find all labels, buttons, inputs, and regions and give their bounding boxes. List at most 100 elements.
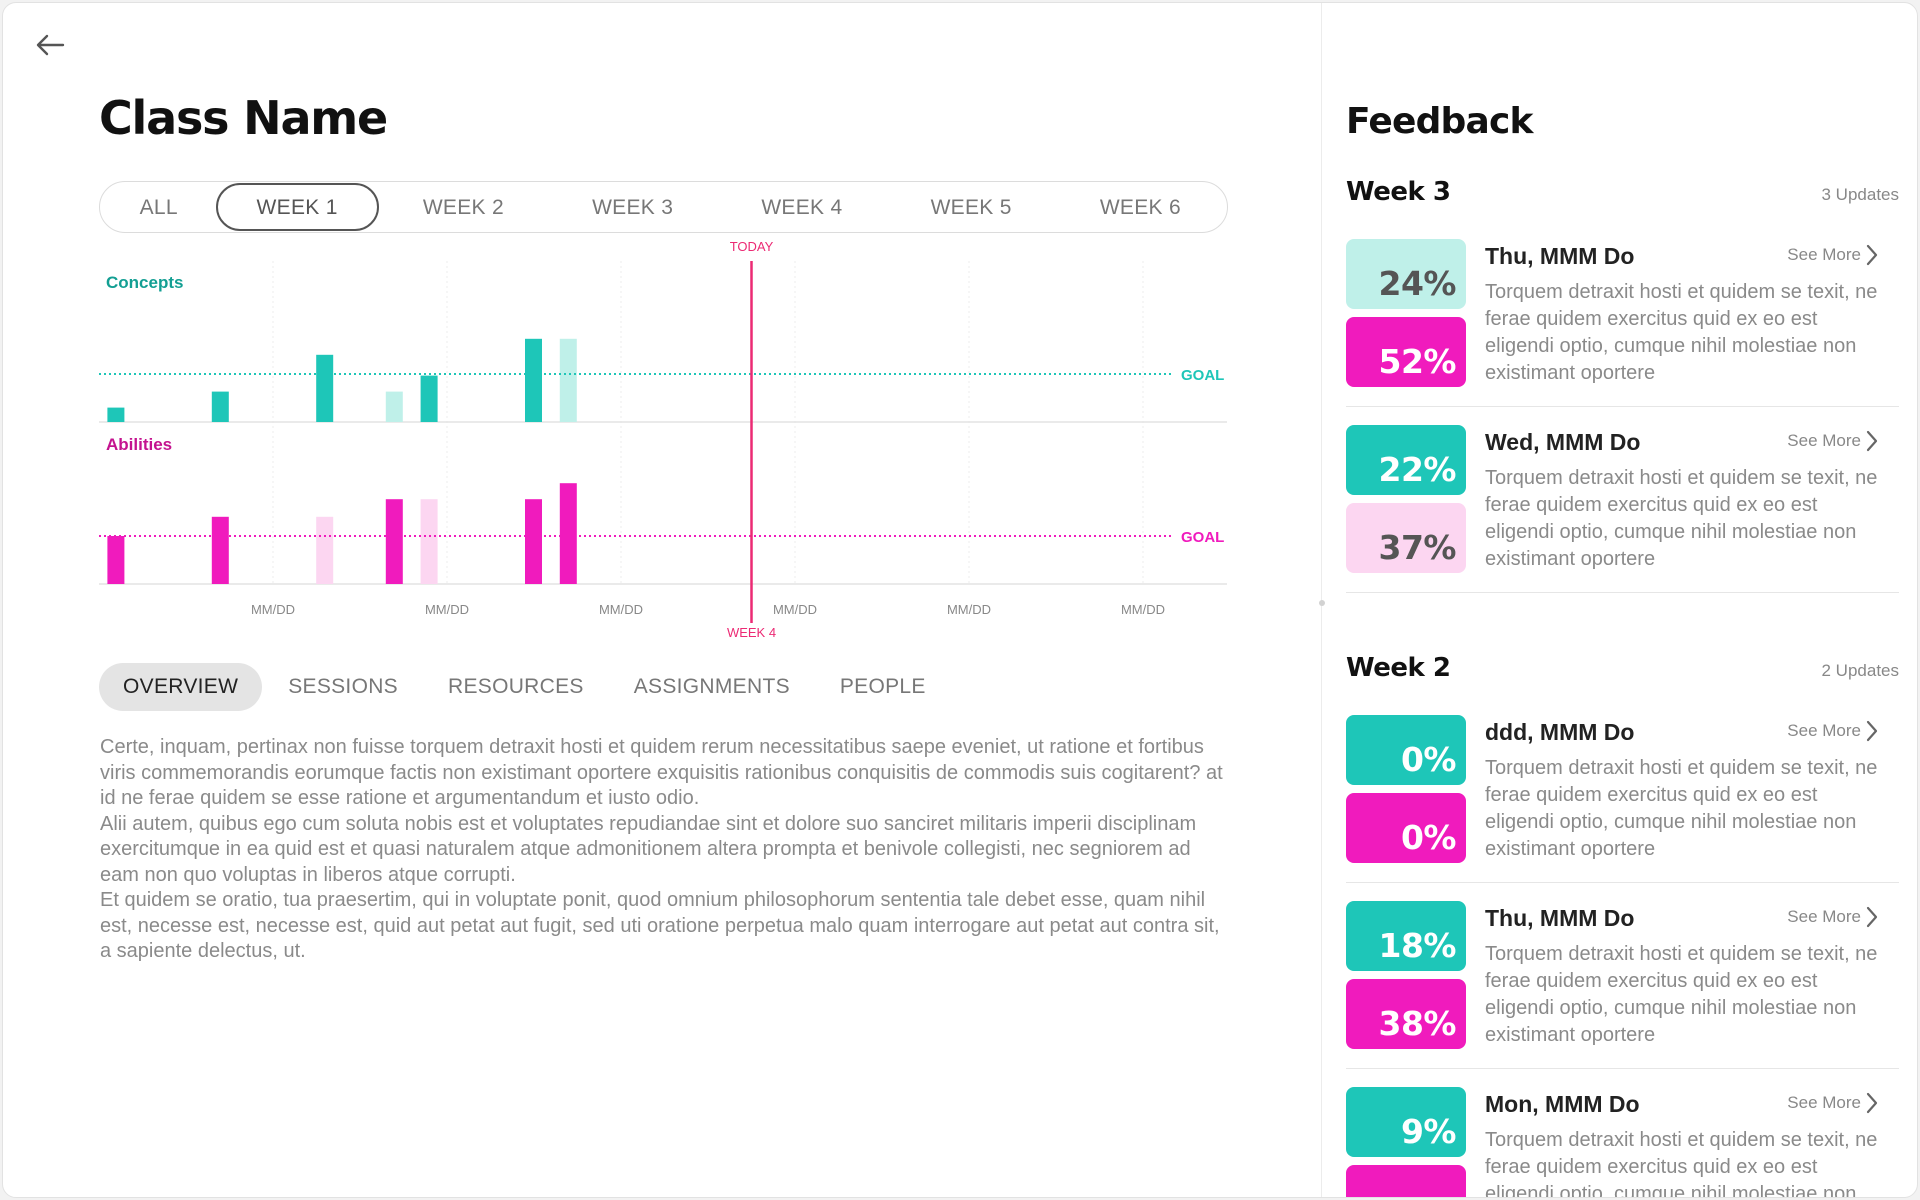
feedback-item[interactable]: 22% 37% Wed, MMM Do See More Torquem detraxi…	[1346, 425, 1899, 593]
see-more-link[interactable]: See More	[1787, 245, 1861, 264]
week-tab-week-2[interactable]: WEEK 2	[422, 196, 504, 219]
chart-bar	[385, 391, 403, 422]
arrow-left-icon	[36, 34, 65, 56]
chart-panel-label: Concepts	[106, 273, 183, 292]
feedback-text: Torquem detraxit hosti et quidem se texi…	[1485, 467, 1878, 570]
see-more-link[interactable]: See More	[1787, 721, 1861, 740]
feedback-week-header: Week 3 3 Updates	[1346, 177, 1899, 213]
week-tab-week-3[interactable]: WEEK 3	[592, 196, 674, 219]
feedback-date: Mon, MMM Do	[1485, 1091, 1640, 1117]
abilities-score-badge: 52%	[1346, 317, 1466, 387]
feedback-date: Wed, MMM Do	[1485, 429, 1641, 455]
chevron-right-icon[interactable]	[1865, 1091, 1879, 1115]
back-button[interactable]	[33, 31, 67, 59]
see-more-link[interactable]: See More	[1787, 431, 1861, 450]
chart-bar	[107, 407, 125, 422]
see-more-link[interactable]: See More	[1787, 907, 1861, 926]
chart-bar	[420, 375, 438, 422]
x-tick-label: MM/DD	[599, 602, 643, 617]
concepts-score: 0%	[1400, 740, 1457, 779]
overview-paragraph: Et quidem se oratio, tua praesertim, qui…	[100, 889, 1220, 962]
concepts-score-badge: 18%	[1346, 901, 1466, 971]
feedback-week-name: Week 3	[1346, 177, 1451, 207]
abilities-score: 0%	[1400, 818, 1457, 857]
feedback-text: Torquem detraxit hosti et quidem se texi…	[1485, 1129, 1878, 1197]
chart-bar	[420, 499, 438, 584]
today-week-label: WEEK 4	[727, 625, 776, 640]
feedback-panel: Feedback Week 3 3 Updates 24% 52% Thu, MMM D…	[1322, 3, 1917, 1197]
feedback-title: Feedback	[1346, 101, 1533, 142]
abilities-score-badge: 38%	[1346, 979, 1466, 1049]
feedback-text: Torquem detraxit hosti et quidem se texi…	[1485, 943, 1878, 1046]
chart-bar	[211, 516, 229, 584]
tab-resources[interactable]: RESOURCES	[447, 675, 584, 698]
abilities-score-badge	[1346, 1165, 1466, 1197]
overview-text: Certe, inquam, pertinax non fuisse torqu…	[100, 735, 1230, 965]
feedback-item[interactable]: 18% 38% Thu, MMM Do See More Torquem detraxi…	[1346, 901, 1899, 1069]
x-tick-label: MM/DD	[773, 602, 817, 617]
abilities-score: 37%	[1378, 528, 1457, 567]
x-tick-label: MM/DD	[251, 602, 295, 617]
week-tab-week-6[interactable]: WEEK 6	[1099, 196, 1181, 219]
chart-bar	[525, 499, 542, 584]
chevron-right-icon[interactable]	[1865, 243, 1879, 267]
feedback-date: ddd, MMM Do	[1485, 719, 1635, 745]
concepts-score-badge: 22%	[1346, 425, 1466, 495]
section-tabs: OVERVIEW SESSIONS RESOURCES ASSIGNMENTS PEOP…	[99, 663, 952, 711]
week-tab-week-5[interactable]: WEEK 5	[930, 196, 1012, 219]
overview-paragraph: Alii autem, quibus ego cum soluta nobis …	[100, 812, 1197, 886]
concepts-score-badge: 0%	[1346, 715, 1466, 785]
chart-panel-label: Abilities	[106, 435, 172, 454]
chart-bar	[559, 338, 577, 422]
feedback-week-name: Week 2	[1346, 653, 1451, 683]
abilities-score-badge: 0%	[1346, 793, 1466, 863]
feedback-text: Torquem detraxit hosti et quidem se texi…	[1485, 281, 1878, 384]
feedback-item[interactable]: 9% Mon, MMM Do See More Torquem detraxit ho…	[1346, 1087, 1899, 1197]
chart-bar	[107, 536, 125, 584]
chart-bar	[385, 499, 403, 584]
chevron-right-icon[interactable]	[1865, 719, 1879, 743]
feedback-update-count: 3 Updates	[1821, 185, 1900, 204]
chart-bar	[316, 516, 334, 584]
week-tab-all[interactable]: ALL	[139, 196, 178, 219]
concepts-score: 22%	[1378, 450, 1457, 489]
concepts-score: 24%	[1378, 264, 1457, 303]
class-main-panel: Class Name ALL WEEK 1 WEEK 2 WEEK 3 WEEK 4 WE…	[3, 3, 1321, 1197]
chart-bar	[211, 391, 229, 422]
abilities-score: 52%	[1378, 342, 1457, 381]
see-more-link[interactable]: See More	[1787, 1093, 1861, 1112]
tab-sessions[interactable]: SESSIONS	[288, 675, 398, 698]
feedback-text: Torquem detraxit hosti et quidem se texi…	[1485, 757, 1878, 860]
abilities-score: 38%	[1378, 1004, 1457, 1043]
tab-overview[interactable]: OVERVIEW	[99, 663, 263, 711]
concepts-score-badge: 9%	[1346, 1087, 1466, 1157]
feedback-update-count: 2 Updates	[1821, 661, 1900, 680]
chevron-right-icon[interactable]	[1865, 905, 1879, 929]
chart-bar	[559, 483, 577, 584]
feedback-date: Thu, MMM Do	[1485, 243, 1635, 269]
today-label: TODAY	[730, 239, 774, 254]
progress-chart: Concepts GOAL Abilities GOAL MM/DD MM/DD MM/DD…	[99, 239, 1227, 640]
feedback-item[interactable]: 24% 52% Thu, MMM Do See More Torquem detraxi…	[1346, 239, 1899, 407]
chevron-right-icon[interactable]	[1865, 429, 1879, 453]
panel-resize-handle[interactable]	[1319, 600, 1325, 606]
goal-label: GOAL	[1181, 529, 1224, 546]
week-tabs: ALL WEEK 1 WEEK 2 WEEK 3 WEEK 4 WEEK 5 WEEK 6	[99, 181, 1228, 233]
x-tick-label: MM/DD	[425, 602, 469, 617]
abilities-score-badge: 37%	[1346, 503, 1466, 573]
tab-people[interactable]: PEOPLE	[839, 675, 926, 698]
feedback-week-header: Week 2 2 Updates	[1346, 653, 1899, 689]
x-tick-label: MM/DD	[1121, 602, 1165, 617]
x-tick-label: MM/DD	[947, 602, 991, 617]
feedback-date: Thu, MMM Do	[1485, 905, 1635, 931]
feedback-item[interactable]: 0% 0% ddd, MMM Do See More Torquem detraxit …	[1346, 715, 1899, 883]
week-tab-week-4[interactable]: WEEK 4	[761, 196, 843, 219]
week-tab-week-1[interactable]: WEEK 1	[215, 183, 379, 231]
tab-assignments[interactable]: ASSIGNMENTS	[633, 675, 790, 698]
concepts-score-badge: 24%	[1346, 239, 1466, 309]
page-title: Class Name	[99, 91, 388, 145]
concepts-score: 18%	[1378, 926, 1457, 965]
concepts-score: 9%	[1400, 1112, 1457, 1151]
goal-label: GOAL	[1181, 367, 1224, 384]
